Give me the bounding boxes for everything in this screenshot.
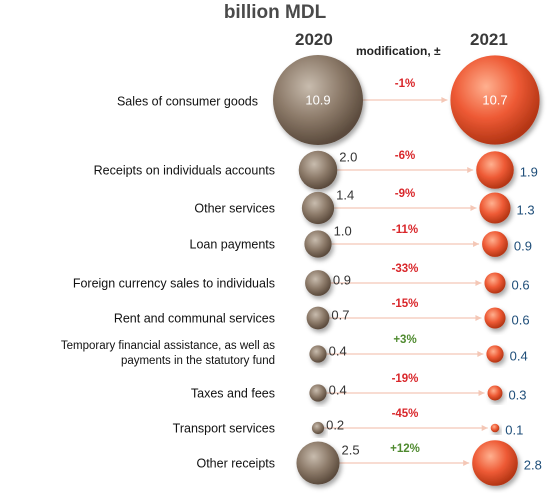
- bubble-2021: [482, 231, 508, 257]
- bubble-2020: [301, 191, 335, 225]
- chart-row: Foreign currency sales to individuals 0.9…: [73, 263, 530, 296]
- category-label: Taxes and fees: [191, 386, 275, 400]
- change-label: -33%: [392, 263, 419, 275]
- chart-row: Taxes and fees 0.4 0.3 -19%: [191, 373, 527, 402]
- chart-row: Loan payments 1.0 0.9 -11%: [190, 223, 532, 258]
- bubble-2020: [298, 150, 338, 190]
- change-header: modification, ±: [356, 44, 441, 58]
- bubble-2020: [305, 270, 331, 296]
- value-2020-label: 2.0: [339, 149, 357, 164]
- chart-row: Rent and communal services 0.7 0.6 -15%: [114, 298, 530, 330]
- bubble-2020: [273, 55, 363, 145]
- bubble-2021: [476, 151, 514, 189]
- category-label: Sales of consumer goods: [117, 94, 258, 108]
- value-2020-label: 0.9: [333, 272, 351, 287]
- connector-arrow: [481, 425, 488, 431]
- value-2021-label: 1.3: [517, 202, 535, 217]
- category-label: Other receipts: [196, 456, 275, 470]
- connector-arrow: [463, 460, 470, 466]
- value-2021-label: 0.1: [505, 422, 523, 437]
- value-2020-label: 1.0: [334, 223, 352, 238]
- value-2020-label: 0.4: [329, 382, 347, 397]
- connector-arrow: [470, 205, 477, 211]
- bubble-2020: [304, 230, 332, 258]
- category-label: Transport services: [173, 421, 275, 435]
- connector-arrow: [478, 390, 485, 396]
- change-label: -9%: [395, 188, 415, 200]
- value-2020-label: 1.4: [336, 187, 354, 202]
- category-label: Foreign currency sales to individuals: [73, 276, 275, 290]
- value-2021-label: 0.6: [512, 277, 530, 292]
- bubble-2020: [311, 421, 325, 435]
- connector-arrow: [467, 167, 474, 173]
- value-2021-label: 1.9: [520, 164, 538, 179]
- bubble-2021: [484, 272, 506, 294]
- chart-row: Sales of consumer goods 10.9 10.7 -1%: [117, 55, 540, 145]
- bubble-2021: [479, 192, 511, 224]
- bubble-2021: [487, 385, 503, 401]
- bubble-2020: [296, 441, 340, 485]
- bubble-2020: [309, 345, 327, 363]
- year-2020-header: 2020: [295, 30, 333, 49]
- connector-arrow: [473, 241, 480, 247]
- value-2021-label: 2.8: [524, 457, 542, 472]
- change-label: -45%: [392, 408, 419, 420]
- connector-arrow: [475, 315, 482, 321]
- bubble-2021: [490, 423, 500, 433]
- bubble-2021: [484, 307, 506, 329]
- change-label: +12%: [390, 443, 420, 455]
- change-label: +3%: [393, 334, 416, 346]
- value-2020-label: 0.2: [326, 417, 344, 432]
- change-label: -1%: [395, 78, 415, 90]
- value-2021-label: 0.9: [514, 238, 532, 253]
- chart-row: Temporary financial assistance, as well …: [61, 334, 528, 367]
- bubble-2021: [450, 55, 540, 145]
- chart-row: Transport services 0.2 0.1 -45%: [173, 408, 524, 437]
- change-label: -11%: [392, 224, 418, 236]
- value-2021-label: 0.4: [510, 348, 528, 363]
- value-2020-label: 2.5: [342, 442, 360, 457]
- chart-title: billion MDL: [223, 2, 327, 23]
- change-label: -19%: [392, 373, 419, 385]
- change-label: -6%: [395, 150, 415, 162]
- bubble-2021: [472, 440, 518, 486]
- bubble-2020: [309, 384, 327, 402]
- chart-row: Other receipts 2.5 2.8 +12%: [196, 440, 542, 486]
- value-2020-label: 0.4: [329, 343, 347, 358]
- category-label: Receipts on individuals accounts: [94, 163, 275, 177]
- chart-row: Other services 1.4 1.3 -9%: [194, 187, 535, 225]
- value-2020-label: 0.7: [331, 307, 349, 322]
- value-2021-label: 0.3: [508, 387, 526, 402]
- value-2021-label: 0.6: [512, 312, 530, 327]
- connector-arrow: [477, 351, 484, 357]
- change-label: -15%: [392, 298, 419, 310]
- connector-arrow: [475, 280, 482, 286]
- chart-row: Receipts on individuals accounts 2.0 1.9 -6…: [94, 149, 538, 190]
- connector-arrow: [441, 97, 448, 103]
- bubble-2021: [486, 345, 504, 363]
- value-2021-label: 10.7: [482, 92, 507, 107]
- category-label: Temporary financial assistance, as well …: [61, 340, 275, 352]
- category-label: payments in the statutory fund: [121, 355, 275, 367]
- value-2020-label: 10.9: [305, 92, 330, 107]
- category-label: Other services: [194, 201, 275, 215]
- year-2021-header: 2021: [470, 30, 508, 49]
- bubble-2020: [306, 306, 330, 330]
- category-label: Loan payments: [190, 237, 275, 251]
- category-label: Rent and communal services: [114, 311, 275, 325]
